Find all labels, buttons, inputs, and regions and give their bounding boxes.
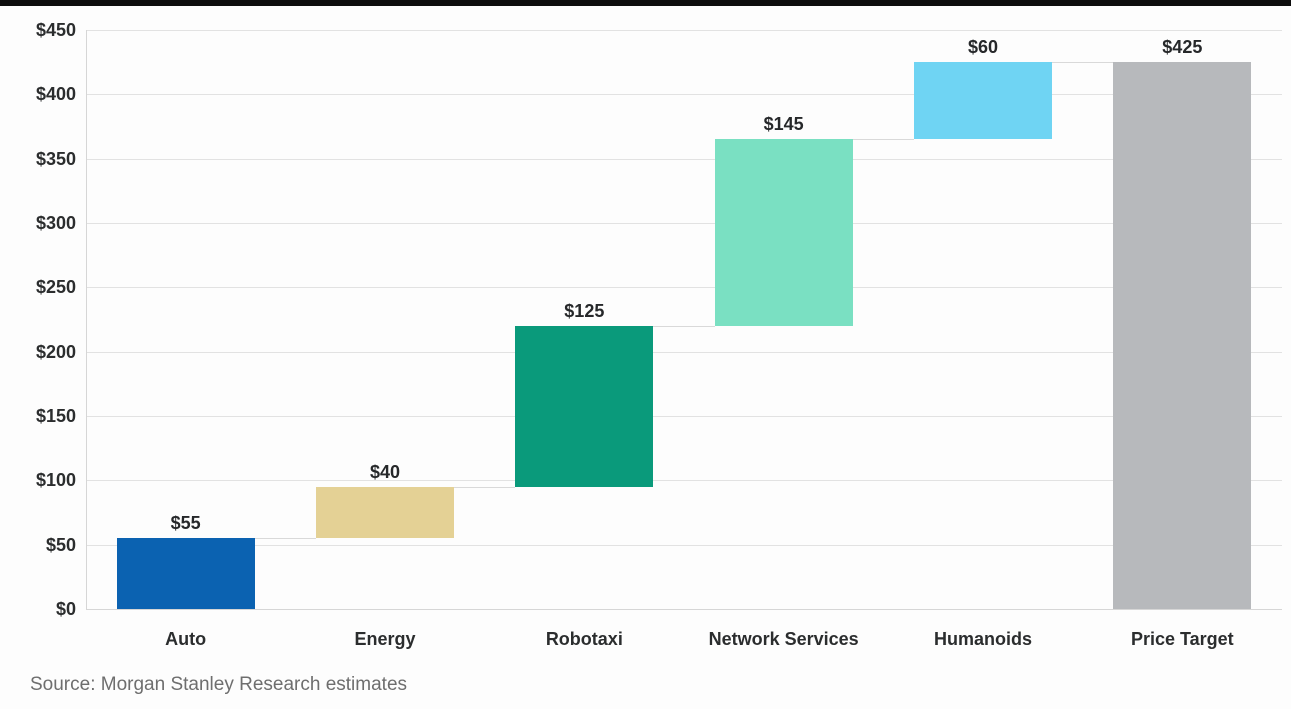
bar-robotaxi (515, 325, 654, 487)
bar-value-label: $125 (564, 300, 605, 321)
y-tick-label: $200 (35, 341, 76, 362)
gridline-150 (86, 416, 1282, 417)
x-axis-label-humanoids: Humanoids (933, 629, 1032, 649)
bar-value-label: $55 (170, 513, 201, 534)
bar-value-label: $425 (1162, 37, 1203, 58)
gridline-250 (86, 287, 1282, 289)
bar-value-label: $145 (763, 114, 804, 135)
y-axis-line (86, 30, 87, 609)
waterfall-connector (852, 139, 914, 141)
waterfall-connector (653, 325, 715, 327)
y-tick-label: $100 (35, 470, 76, 491)
gridline-100 (86, 480, 1282, 482)
bar-price-target (1113, 62, 1252, 609)
x-axis-label-auto: Auto (165, 629, 207, 649)
bar-value-label: $60 (967, 37, 999, 58)
y-tick-label: $250 (35, 277, 76, 298)
y-tick-label: $50 (45, 534, 76, 555)
bar-auto (116, 538, 255, 609)
waterfall-connector (1052, 62, 1114, 64)
plot-area (86, 30, 1282, 610)
gridline-200 (86, 351, 1282, 353)
bar-energy (316, 486, 454, 539)
bar-value-label: $40 (369, 461, 401, 482)
x-axis-label-robotaxi: Robotaxi (545, 629, 623, 649)
gridline-350 (86, 158, 1282, 160)
y-tick-label: $400 (35, 84, 76, 105)
y-tick-label: $0 (55, 599, 76, 619)
gridline-450 (86, 30, 1282, 31)
y-tick-label: $350 (35, 148, 76, 169)
y-tick-label: $150 (35, 406, 76, 426)
x-axis-label-price-target: Price Target (1130, 629, 1234, 649)
x-axis-label-network-services: Network Services (708, 629, 859, 649)
top-border-line (0, 0, 1291, 6)
y-tick-label: $450 (35, 20, 76, 40)
bar-network-services (714, 139, 853, 326)
waterfall-connector (254, 538, 316, 540)
x-axis-label-energy: Energy (354, 629, 416, 649)
gridline-0 (86, 609, 1282, 610)
gridline-300 (86, 223, 1282, 224)
source-note: Source: Morgan Stanley Research estimate… (30, 674, 408, 695)
waterfall-connector (454, 486, 516, 488)
gridline-400 (86, 94, 1282, 96)
y-tick-label: $300 (35, 213, 76, 233)
gridline-50 (86, 544, 1282, 546)
bar-humanoids (914, 62, 1052, 140)
